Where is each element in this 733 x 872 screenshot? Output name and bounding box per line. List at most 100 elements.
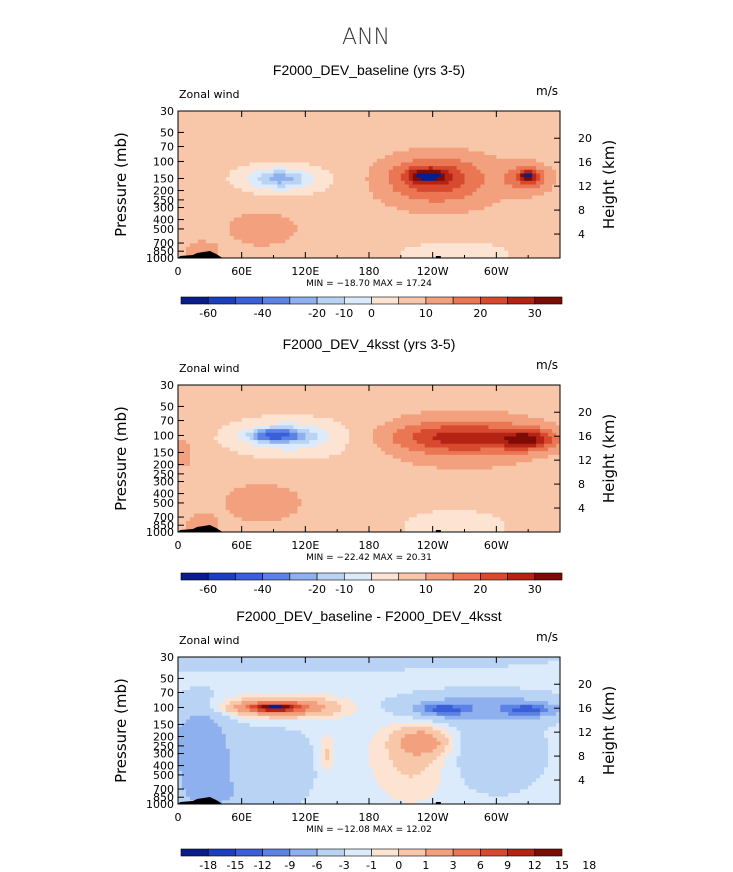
field-cell — [297, 184, 302, 189]
field-cell — [436, 206, 442, 211]
field-cell — [412, 122, 418, 127]
field-cell — [432, 392, 438, 397]
field-cell — [181, 155, 187, 160]
field-cell — [197, 162, 203, 167]
field-cell — [345, 114, 350, 119]
field-cell — [201, 195, 207, 200]
field-cell — [532, 213, 537, 219]
field-cell — [452, 224, 458, 230]
field-cell — [484, 173, 489, 178]
field-cell — [400, 388, 406, 393]
field-cell — [496, 202, 501, 208]
field-cell — [392, 210, 398, 215]
field-cell — [257, 250, 263, 255]
field-cell — [452, 392, 458, 397]
field-cell — [444, 246, 450, 252]
field-cell — [456, 184, 462, 189]
field-cell — [345, 243, 350, 248]
field-cell — [205, 246, 211, 252]
field-cell — [205, 118, 211, 123]
field-cell — [424, 133, 430, 138]
field-cell — [408, 118, 414, 123]
field-cell — [337, 239, 342, 244]
field-cell — [253, 235, 259, 241]
field-cell — [225, 421, 231, 427]
field-cell — [281, 418, 287, 423]
field-cell — [408, 177, 414, 182]
field-cell — [309, 125, 314, 130]
field-cell — [317, 239, 322, 244]
field-cell — [484, 221, 489, 226]
field-cell — [185, 410, 191, 415]
field-cell — [353, 385, 358, 390]
field-cell — [193, 155, 199, 160]
field-cell — [205, 418, 211, 423]
field-cell — [365, 403, 370, 408]
field-cell — [281, 180, 287, 186]
field-cell — [416, 180, 422, 186]
field-cell — [185, 407, 191, 412]
field-cell — [540, 210, 545, 215]
field-cell — [524, 147, 529, 153]
field-cell — [233, 388, 239, 393]
field-cell — [400, 210, 406, 215]
field-cell — [544, 191, 549, 197]
field-cell — [325, 410, 330, 415]
field-cell — [480, 147, 485, 153]
field-cell — [456, 133, 462, 138]
field-cell — [528, 177, 533, 182]
field-cell — [253, 118, 259, 123]
field-cell — [468, 195, 474, 200]
field-cell — [285, 410, 291, 415]
field-cell — [269, 232, 275, 237]
field-cell — [408, 188, 414, 193]
field-cell — [472, 414, 478, 419]
field-cell — [456, 228, 462, 233]
field-cell — [372, 254, 378, 258]
field-cell — [552, 155, 557, 160]
field-cell — [209, 136, 215, 141]
field-cell — [420, 129, 426, 134]
field-cell — [404, 407, 410, 412]
field-cell — [372, 396, 378, 401]
field-cell — [432, 206, 438, 211]
field-cell — [448, 221, 454, 226]
field-cell — [209, 221, 215, 226]
colorbar-box — [480, 296, 508, 305]
field-cell — [372, 414, 378, 419]
field-cell — [436, 199, 442, 204]
field-cell — [420, 396, 426, 401]
field-cell — [365, 191, 370, 197]
field-cell — [313, 169, 318, 175]
field-cell — [432, 166, 438, 171]
field-cell — [404, 213, 410, 219]
field-cell — [253, 188, 259, 193]
field-cell — [428, 213, 434, 219]
field-cell — [269, 114, 275, 119]
field-cell — [305, 122, 310, 127]
field-cell — [520, 184, 525, 189]
field-cell — [488, 418, 493, 423]
field-cell — [241, 239, 247, 244]
field-cell — [241, 166, 247, 171]
field-cell — [213, 235, 219, 241]
field-cell — [201, 385, 207, 390]
field-cell — [249, 184, 255, 189]
field-cell — [221, 403, 227, 408]
field-cell — [349, 136, 354, 141]
field-cell — [181, 169, 187, 175]
field-cell — [412, 403, 418, 408]
field-cell — [516, 217, 521, 222]
field-cell — [213, 407, 219, 412]
field-cell — [464, 228, 470, 233]
field-cell — [269, 111, 275, 116]
field-cell — [400, 235, 406, 241]
field-cell — [444, 140, 450, 145]
field-cell — [440, 111, 446, 116]
field-cell — [217, 414, 223, 419]
field-cell — [516, 224, 521, 230]
field-cell — [297, 235, 302, 241]
y2-tick-label: 12 — [578, 180, 592, 193]
field-cell — [548, 414, 553, 419]
field-cell — [416, 151, 422, 156]
